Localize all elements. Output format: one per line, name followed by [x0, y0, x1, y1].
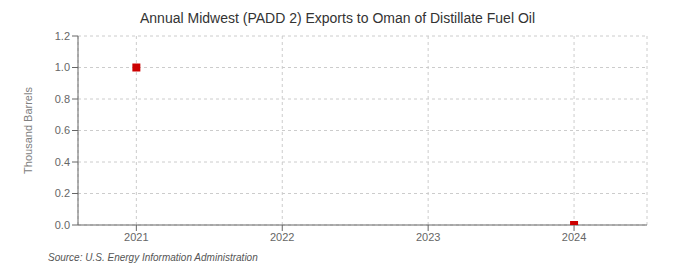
svg-text:Thousand Barrels: Thousand Barrels — [22, 87, 34, 174]
svg-text:0.8: 0.8 — [55, 93, 70, 105]
svg-text:2023: 2023 — [416, 231, 440, 243]
svg-text:2024: 2024 — [562, 231, 586, 243]
svg-text:0.4: 0.4 — [55, 156, 70, 168]
svg-text:0.2: 0.2 — [55, 187, 70, 199]
svg-text:1.0: 1.0 — [55, 61, 70, 73]
html-text:Source: U.S. Energy Informatio: Source: U.S. Energy Information Administ… — [48, 252, 258, 263]
html-text:Annual Midwest (PADD 2) Export: Annual Midwest (PADD 2) Exports to Oman … — [140, 10, 535, 26]
svg-text:2021: 2021 — [124, 231, 148, 243]
svg-text:2022: 2022 — [270, 231, 294, 243]
svg-text:1.2: 1.2 — [55, 30, 70, 42]
svg-text:0.0: 0.0 — [55, 219, 70, 231]
svg-text:0.6: 0.6 — [55, 124, 70, 136]
